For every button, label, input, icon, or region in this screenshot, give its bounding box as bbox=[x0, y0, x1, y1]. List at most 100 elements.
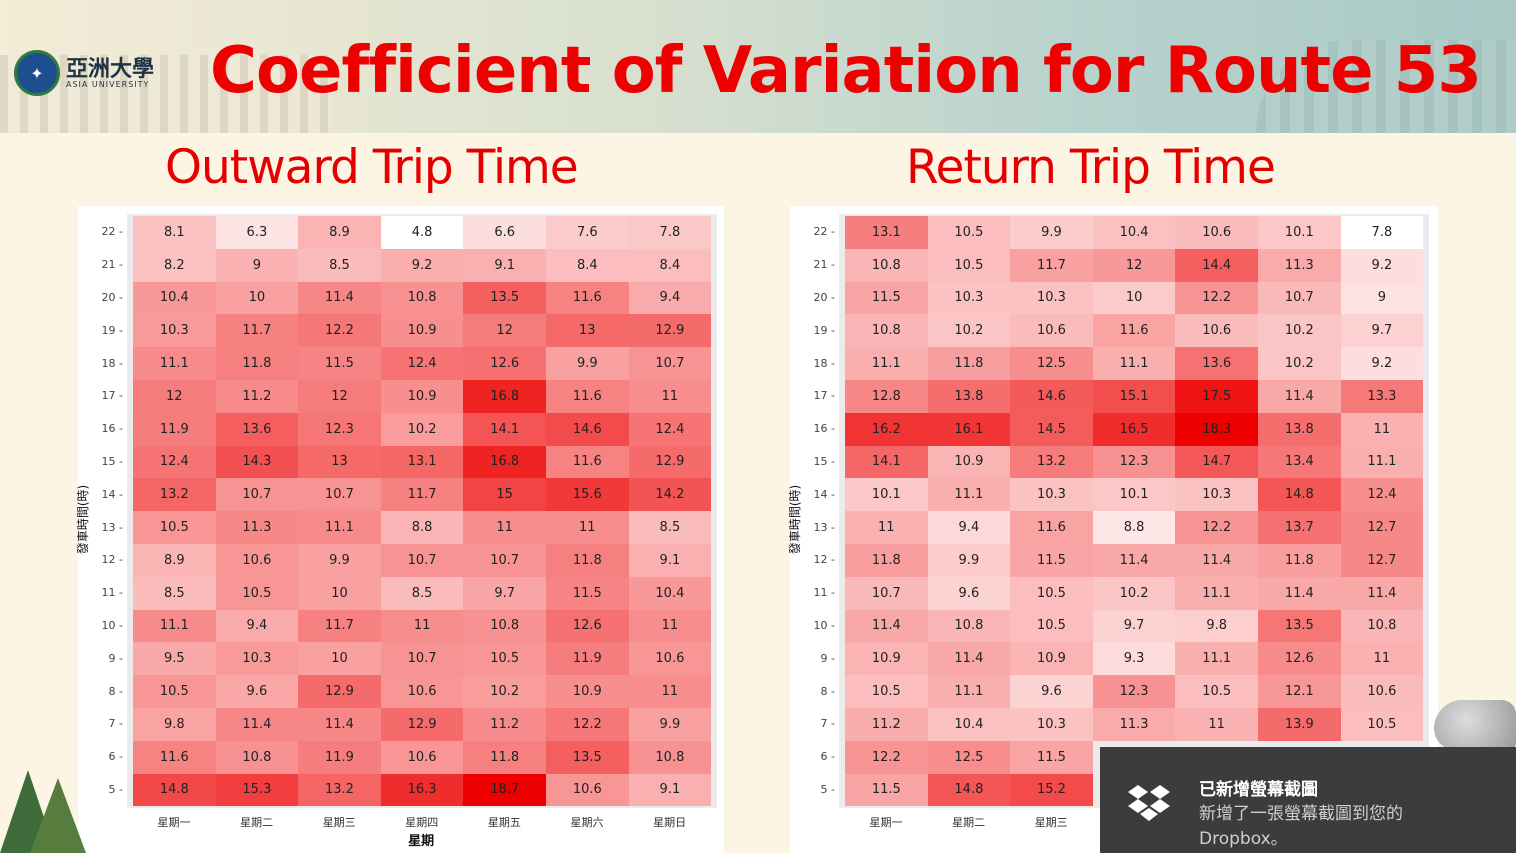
heatmap-cell: 11.5 bbox=[298, 347, 381, 380]
heatmap-cell: 10.1 bbox=[845, 478, 928, 512]
heatmap-cell: 10.6 bbox=[215, 544, 299, 577]
heatmap-cell: 11.1 bbox=[927, 675, 1011, 708]
heatmap-cell: 6.3 bbox=[215, 216, 299, 249]
heatmap-cell: 10.4 bbox=[628, 576, 712, 610]
heatmap-cell: 12.2 bbox=[298, 314, 381, 348]
heatmap-cell: 10.4 bbox=[1092, 216, 1176, 249]
heatmap-cell: 12.6 bbox=[1258, 642, 1341, 676]
y-axis-title: 發車時間(時) bbox=[788, 485, 803, 555]
heatmap-cell: 12 bbox=[298, 380, 381, 413]
heatmap-cell: 14.1 bbox=[463, 412, 546, 446]
heatmap-cell: 10.1 bbox=[1258, 216, 1341, 249]
heatmap-cell: 10.5 bbox=[927, 216, 1011, 249]
heatmap-cell: 12.2 bbox=[546, 708, 629, 741]
heatmap-cell: 16.2 bbox=[845, 412, 928, 446]
heatmap-cell: 14.1 bbox=[845, 445, 928, 479]
heatmap-cell: 12.2 bbox=[1175, 511, 1258, 544]
heatmap-cell: 9.2 bbox=[380, 248, 464, 282]
heatmap-cell: 10.5 bbox=[1010, 609, 1093, 643]
y-tick-label: 16 - bbox=[101, 422, 123, 436]
heatmap-cell: 11.2 bbox=[215, 380, 299, 413]
heatmap-cell: 10.2 bbox=[1258, 314, 1341, 348]
heatmap-cell: 11.8 bbox=[1258, 544, 1341, 577]
heatmap-cell: 18.7 bbox=[463, 773, 546, 807]
heatmap-cell: 9.7 bbox=[463, 576, 546, 610]
heatmap-cell: 11.1 bbox=[927, 478, 1011, 512]
notification-message: 新增了一張螢幕截圖到您的 bbox=[1199, 804, 1403, 824]
heatmap-cell: 13.7 bbox=[1258, 511, 1341, 544]
heatmap-cell: 11 bbox=[380, 609, 464, 643]
heatmap-cell: 13 bbox=[298, 445, 381, 479]
heatmap-cell: 8.5 bbox=[298, 248, 381, 282]
outward-chart-title: Outward Trip Time bbox=[165, 140, 579, 195]
heatmap-cell: 11 bbox=[1175, 708, 1258, 741]
heatmap-cell: 11.6 bbox=[1010, 511, 1093, 544]
heatmap-cell: 10.3 bbox=[927, 281, 1011, 315]
dropbox-notification[interactable]: 已新增螢幕截圖 新增了一張螢幕截圖到您的 Dropbox。 bbox=[1100, 747, 1516, 853]
heatmap-cell: 10.5 bbox=[215, 576, 299, 610]
rock-sculpture-image bbox=[1434, 700, 1516, 750]
heatmap-cell: 13.8 bbox=[1258, 412, 1341, 446]
heatmap-cell: 7.8 bbox=[1340, 216, 1424, 249]
heatmap-cell: 12.1 bbox=[1258, 675, 1341, 708]
heatmap-cell: 12 bbox=[1092, 248, 1176, 282]
y-tick-label: 16 - bbox=[813, 422, 835, 436]
x-tick-label: 星期二 bbox=[240, 816, 274, 830]
y-tick-label: 15 - bbox=[813, 455, 835, 468]
heatmap-cell: 15 bbox=[463, 478, 546, 512]
heatmap-cell: 14.5 bbox=[1010, 412, 1093, 446]
heatmap-cell: 10.2 bbox=[1258, 347, 1341, 380]
heatmap-cell: 10.7 bbox=[298, 478, 381, 512]
y-tick-label: 10 - bbox=[101, 619, 123, 632]
heatmap-cell: 10.5 bbox=[133, 511, 216, 544]
slide-title: Coefficient of Variation for Route 53 bbox=[210, 34, 1482, 108]
heatmap-cell: 11.2 bbox=[845, 708, 928, 741]
heatmap-cell: 13.3 bbox=[1340, 380, 1424, 413]
heatmap-cell: 15.6 bbox=[546, 478, 629, 512]
heatmap-cell: 12.9 bbox=[298, 675, 381, 708]
heatmap-cell: 9.9 bbox=[546, 347, 629, 380]
heatmap-cell: 13.2 bbox=[133, 478, 216, 512]
heatmap-cell: 11.4 bbox=[1258, 380, 1341, 413]
heatmap-cell: 9.6 bbox=[927, 576, 1011, 610]
heatmap-cell: 12.7 bbox=[1340, 544, 1424, 577]
heatmap-cell: 10.5 bbox=[1175, 675, 1258, 708]
heatmap-cell: 14.7 bbox=[1175, 445, 1258, 479]
return-heatmap-panel: 13.1 10.5 9.9 10.4 10.6 10.1 7.8 10.8 10.5 11.7 12… bbox=[788, 206, 1438, 853]
heatmap-cell: 8.4 bbox=[546, 248, 629, 282]
heatmap-cell: 11.6 bbox=[546, 445, 629, 479]
return-chart-title: Return Trip Time bbox=[906, 140, 1276, 195]
heatmap-cell: 14.2 bbox=[628, 478, 712, 512]
heatmap-cell: 12 bbox=[463, 314, 546, 348]
heatmap-cell: 10.7 bbox=[845, 576, 928, 610]
heatmap-cell: 12.4 bbox=[628, 412, 712, 446]
heatmap-cell: 10.3 bbox=[1010, 708, 1093, 741]
heatmap-cell: 10.2 bbox=[463, 675, 546, 708]
heatmap-cell: 10.2 bbox=[380, 412, 464, 446]
heatmap-cell: 11.1 bbox=[1340, 445, 1424, 479]
heatmap-cell: 12.5 bbox=[1010, 347, 1093, 380]
heatmap-cell: 9.2 bbox=[1340, 248, 1424, 282]
heatmap-cell: 9.7 bbox=[1340, 314, 1424, 348]
heatmap-cell: 11.8 bbox=[463, 740, 546, 774]
heatmap-cell: 11.5 bbox=[845, 281, 928, 315]
y-tick-label: 21 - bbox=[813, 258, 835, 272]
y-tick-label: 15 - bbox=[101, 455, 123, 468]
heatmap-cell: 10.3 bbox=[1010, 281, 1093, 315]
heatmap-cell: 11.4 bbox=[1258, 576, 1341, 610]
logo-name: 亞洲大學 bbox=[66, 55, 155, 82]
heatmap-cell: 8.8 bbox=[380, 511, 464, 544]
heatmap-cell: 10 bbox=[215, 281, 299, 315]
heatmap-cell: 9 bbox=[1340, 281, 1424, 315]
heatmap-cell: 11.4 bbox=[215, 708, 299, 741]
building-image-right bbox=[1256, 40, 1516, 133]
heatmap-cell: 11.5 bbox=[1010, 544, 1093, 577]
heatmap-cell: 11.6 bbox=[1092, 314, 1176, 348]
y-tick-label: 7 - bbox=[108, 717, 123, 731]
y-tick-label: 22 - bbox=[101, 225, 123, 239]
heatmap-cell: 11.1 bbox=[298, 511, 381, 544]
heatmap-cell: 10.9 bbox=[380, 380, 464, 413]
heatmap-cell: 10.6 bbox=[1010, 314, 1093, 348]
x-tick-label: 星期二 bbox=[952, 816, 986, 830]
heatmap-cell: 11 bbox=[628, 380, 712, 413]
